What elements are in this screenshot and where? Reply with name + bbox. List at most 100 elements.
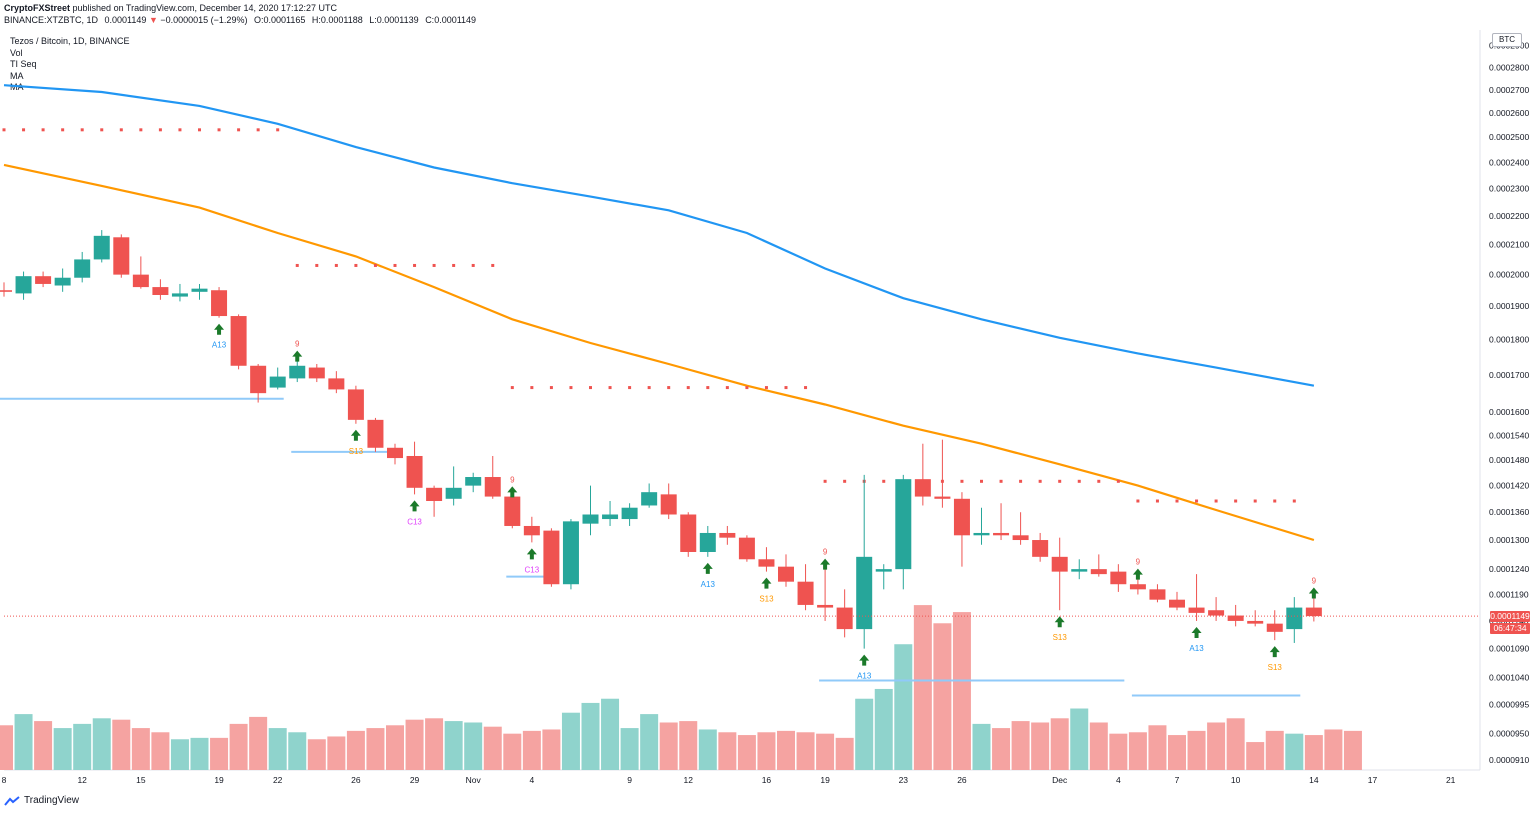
volume-bar: [679, 721, 698, 770]
candle-body: [191, 288, 208, 292]
volume-bar: [698, 729, 717, 770]
td-resistance-dot: [569, 386, 573, 390]
candle-body: [817, 604, 834, 608]
ma-fast-line: [3, 163, 1315, 542]
countdown-tag: 06:47:34: [1490, 622, 1530, 634]
volume-bar: [620, 728, 639, 770]
volume-bar: [1324, 729, 1343, 770]
time-tick-label: 8: [2, 775, 7, 785]
td-resistance-dot: [1019, 479, 1023, 483]
volume-bar: [190, 737, 209, 770]
legend-item-ma-1[interactable]: MA: [10, 70, 24, 81]
candle-body: [582, 514, 599, 524]
candle-body: [1247, 620, 1264, 624]
down-triangle-icon: ▼: [148, 15, 158, 25]
candle-body: [1032, 540, 1049, 557]
buy-arrow-icon: [292, 350, 303, 362]
candle-body: [35, 276, 52, 284]
candle-body: [54, 277, 71, 286]
td-resistance-dot: [334, 263, 338, 267]
volume-bar: [14, 714, 33, 770]
td-resistance-dot: [1253, 499, 1257, 503]
price-tick-label: 0.0002200: [1489, 211, 1529, 221]
buy-arrow-icon: [409, 500, 420, 512]
td-count-label: C13: [525, 565, 540, 574]
candle-body: [484, 477, 501, 497]
volume-bar: [288, 732, 307, 770]
candle-body: [993, 532, 1010, 536]
volume-bar: [483, 726, 502, 770]
time-tick-label: 7: [1175, 775, 1180, 785]
candle-body: [1149, 589, 1166, 600]
volume-bar: [1265, 730, 1284, 770]
price-tick-label: 0.0001700: [1489, 370, 1529, 380]
price-tick-label: 0.0001800: [1489, 335, 1529, 345]
td-resistance-dot: [2, 128, 6, 132]
volume-bar: [0, 725, 13, 770]
candle-body: [602, 514, 619, 520]
volume-bar: [1109, 733, 1128, 770]
td-resistance-dot: [1097, 479, 1101, 483]
candle-body: [347, 389, 364, 420]
volume-bar: [249, 716, 268, 770]
legend-item-vol[interactable]: Vol: [10, 47, 23, 58]
td-resistance-dot: [139, 128, 143, 132]
volume-bar: [151, 732, 170, 770]
candle-body: [269, 376, 286, 388]
candle-body: [1305, 607, 1322, 617]
candle-body: [719, 532, 736, 538]
ma-slow-line: [3, 84, 1315, 387]
time-tick-label: 15: [136, 775, 146, 785]
price-tick-label: 0.0001600: [1489, 407, 1529, 417]
price-tick-label: 0.0000950: [1489, 728, 1529, 738]
candle-body: [1266, 623, 1283, 632]
candle-body: [1012, 535, 1029, 541]
candle-body: [660, 494, 677, 515]
time-tick-label: 14: [1309, 775, 1319, 785]
volume-bar: [561, 712, 580, 770]
price-tick-label: 0.0002100: [1489, 240, 1529, 250]
tradingview-branding[interactable]: TradingView: [4, 795, 79, 807]
candle-body: [1169, 599, 1185, 608]
candle-body: [426, 487, 443, 502]
buy-arrow-icon: [1191, 626, 1202, 638]
buy-arrow-icon: [859, 654, 870, 666]
td-resistance-dot: [1116, 479, 1120, 483]
price-tick-label: 0.0002800: [1489, 62, 1529, 72]
candle-body: [289, 365, 306, 379]
symbol-name: BINANCE:XTZBTC, 1D: [4, 15, 99, 25]
volume-bar: [1128, 732, 1147, 770]
volume-bar: [1168, 735, 1186, 770]
td-resistance-dot: [764, 386, 768, 390]
td-resistance-dot: [22, 128, 26, 132]
candle-body: [699, 532, 716, 552]
price-tick-label: 0.0001090: [1489, 644, 1529, 654]
legend-item-ti-seq[interactable]: TI Seq: [10, 59, 37, 69]
currency-badge[interactable]: BTC: [1492, 33, 1522, 47]
candle-body: [641, 492, 658, 506]
time-tick-label: 19: [214, 775, 224, 785]
candle-body: [875, 569, 892, 572]
price-tick-label: 0.0002700: [1489, 85, 1529, 95]
candle-body: [680, 514, 697, 552]
candle-body: [15, 276, 32, 294]
td-resistance-dot: [256, 128, 260, 132]
candle-body: [230, 316, 247, 366]
volume-bar: [464, 722, 483, 770]
buy-arrow-icon: [702, 562, 713, 574]
low-value: L:0.0001139: [369, 15, 419, 25]
volume-bar: [1343, 730, 1362, 770]
candle-body: [93, 235, 110, 260]
time-tick-label: 12: [684, 775, 694, 785]
volume-bar: [542, 729, 561, 770]
td-resistance-dot: [41, 128, 45, 132]
volume-bar: [34, 721, 53, 770]
price-tick-label: 0.0001240: [1489, 564, 1529, 574]
volume-bar: [796, 732, 815, 770]
volume-bar: [894, 644, 913, 770]
td-count-label: 9: [823, 548, 828, 557]
td-resistance-dot: [432, 263, 436, 267]
candle-body: [797, 581, 814, 605]
candle-body: [1286, 607, 1303, 630]
